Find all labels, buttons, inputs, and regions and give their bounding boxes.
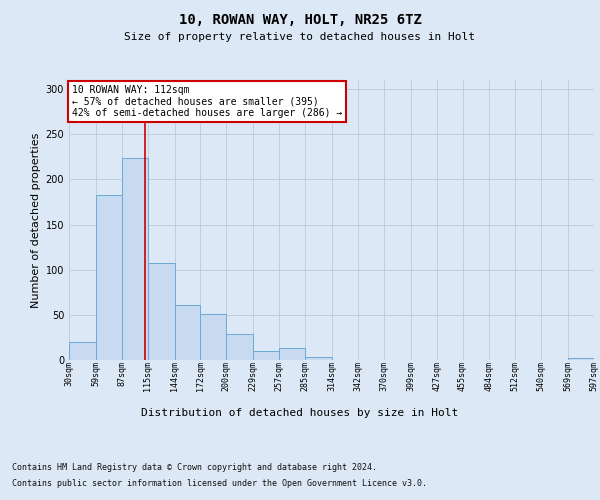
Text: 10 ROWAN WAY: 112sqm
← 57% of detached houses are smaller (395)
42% of semi-deta: 10 ROWAN WAY: 112sqm ← 57% of detached h… [72,84,342,117]
Text: Contains public sector information licensed under the Open Government Licence v3: Contains public sector information licen… [12,478,427,488]
Text: Contains HM Land Registry data © Crown copyright and database right 2024.: Contains HM Land Registry data © Crown c… [12,464,377,472]
Bar [279,348,305,360]
Bar [148,264,175,360]
Text: Size of property relative to detached houses in Holt: Size of property relative to detached ho… [125,32,476,42]
Text: Distribution of detached houses by size in Holt: Distribution of detached houses by size … [142,408,458,418]
Bar [568,358,594,360]
Y-axis label: Number of detached properties: Number of detached properties [31,132,41,308]
Bar [305,358,332,360]
Bar [226,334,253,360]
Text: 10, ROWAN WAY, HOLT, NR25 6TZ: 10, ROWAN WAY, HOLT, NR25 6TZ [179,12,421,26]
Bar [122,158,148,360]
Bar [253,351,279,360]
Bar [96,194,122,360]
Bar [175,305,200,360]
Bar [69,342,96,360]
Bar [200,314,226,360]
